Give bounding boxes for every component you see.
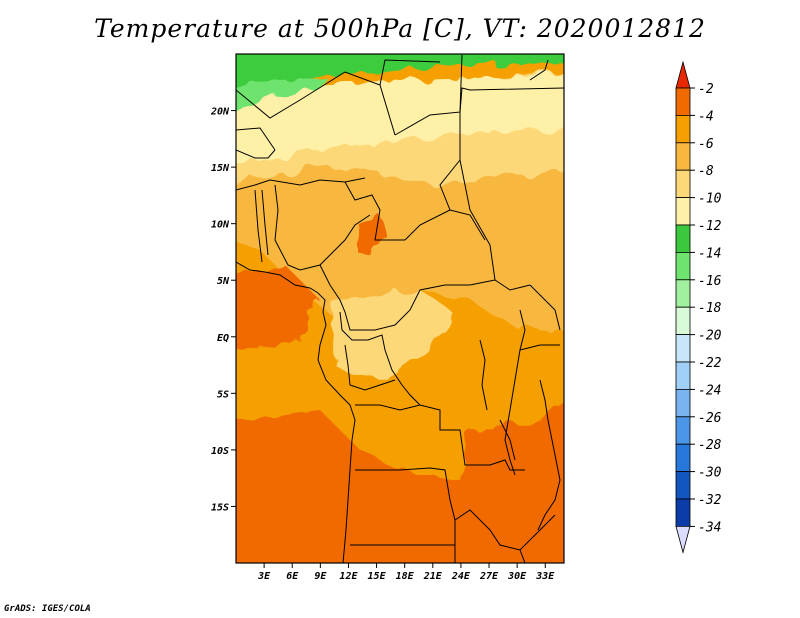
colorbar-label: -18 — [698, 301, 722, 316]
colorbar-label: -12 — [698, 219, 722, 234]
lon-tick-label: 18E — [396, 571, 415, 582]
lon-tick-label: 15E — [368, 571, 387, 582]
colorbar-swatch — [675, 87, 691, 116]
colorbar-label: -14 — [698, 246, 721, 261]
temperature-field — [236, 54, 564, 563]
map-frame — [235, 53, 565, 564]
colorbar-label: -28 — [698, 438, 722, 453]
colorbar-label: -32 — [698, 493, 722, 508]
colorbar-label: -30 — [698, 466, 722, 481]
colorbar-swatch — [675, 169, 691, 198]
colorbar-swatch — [675, 416, 691, 445]
colorbar: -2 -4 -6 -8 -10 -12 -14 -16 -18 -20 -22 -24 -26 -28 -3… — [675, 60, 722, 554]
lon-tick-label: 21E — [423, 571, 443, 582]
colorbar-label: -8 — [698, 164, 714, 179]
field-zone-8-to-6-west — [236, 160, 320, 250]
latitude-axis: 20N 15N 10N 5N EQ 5S 10S 15S — [210, 107, 236, 513]
lat-tick-label: 15S — [211, 502, 229, 513]
chart-title: Temperature at 500hPa [C], VT: 202001281… — [94, 14, 706, 43]
lat-tick-label: 20N — [210, 107, 230, 118]
lon-tick-label: 30E — [507, 571, 527, 582]
colorbar-swatch — [675, 279, 691, 308]
lat-tick-label: EQ — [217, 333, 229, 344]
lon-tick-label: 3E — [257, 571, 271, 582]
lat-tick-label: 5S — [217, 389, 229, 400]
lon-tick-label: 6E — [286, 571, 299, 582]
colorbar-label: -34 — [698, 520, 721, 535]
lon-tick-label: 9E — [314, 571, 327, 582]
lon-tick-label: 27E — [479, 571, 499, 582]
lon-tick-label: 12E — [339, 571, 358, 582]
field-zone-central-light — [330, 290, 450, 380]
colorbar-label: -2 — [698, 82, 714, 97]
colorbar-label: -24 — [698, 383, 721, 398]
lat-tick-label: 10S — [211, 446, 229, 457]
lon-tick-label: 33E — [535, 571, 555, 582]
field-zone-4-to-2-west — [236, 270, 320, 350]
colorbar-label: -10 — [698, 192, 722, 207]
colorbar-label: -22 — [698, 356, 722, 371]
colorbar-label: -20 — [698, 329, 722, 344]
lat-tick-label: 10N — [211, 220, 230, 231]
colorbar-swatch — [675, 251, 691, 281]
colorbar-swatch — [675, 361, 691, 390]
field-zone-12-to-10 — [236, 72, 564, 165]
colorbar-label: -6 — [698, 137, 714, 152]
field-zone-4-to-2-south — [236, 404, 564, 563]
field-zone-14-to-12 — [236, 54, 564, 98]
lat-tick-label: 5N — [217, 276, 230, 287]
colorbar-swatch — [675, 224, 691, 253]
colorbar-bottom-arrow — [675, 526, 691, 554]
colorbar-swatch — [675, 142, 691, 171]
colorbar-label: -4 — [698, 109, 714, 124]
lat-tick-label: 15N — [211, 163, 230, 174]
field-zone-16-to-14 — [236, 78, 330, 109]
colorbar-label: -16 — [698, 274, 722, 289]
colorbar-swatch — [675, 443, 691, 473]
country-borders — [236, 54, 564, 563]
longitude-axis: 3E 6E 9E 12E 15E 18E 21E 24E 27E 30E 33E — [257, 563, 555, 582]
colorbar-swatch — [675, 471, 691, 500]
colorbar-swatch — [675, 388, 691, 418]
grads-credit: GrADS: IGES/COLA — [4, 604, 91, 614]
colorbar-swatch — [675, 334, 691, 363]
colorbar-label: -26 — [698, 411, 722, 426]
colorbar-swatch — [675, 115, 691, 144]
lon-tick-label: 24E — [451, 571, 471, 582]
colorbar-swatch — [675, 306, 691, 336]
colorbar-top-arrow — [675, 60, 691, 89]
colorbar-swatch — [675, 197, 691, 226]
colorbar-swatch — [675, 498, 691, 527]
